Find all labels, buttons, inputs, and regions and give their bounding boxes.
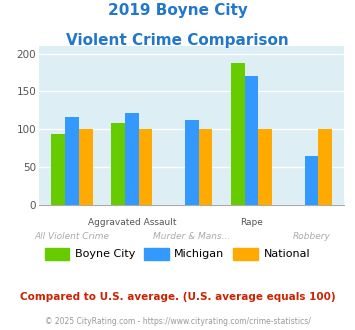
Bar bbox=[125, 113, 139, 205]
Text: Rape: Rape bbox=[240, 218, 263, 227]
Text: Violent Crime Comparison: Violent Crime Comparison bbox=[66, 33, 289, 48]
Bar bbox=[79, 129, 93, 205]
Text: © 2025 CityRating.com - https://www.cityrating.com/crime-statistics/: © 2025 CityRating.com - https://www.city… bbox=[45, 317, 310, 326]
Text: Compared to U.S. average. (U.S. average equals 100): Compared to U.S. average. (U.S. average … bbox=[20, 292, 335, 302]
Text: Robbery: Robbery bbox=[293, 232, 331, 241]
Bar bbox=[318, 129, 332, 205]
Text: All Violent Crime: All Violent Crime bbox=[34, 232, 109, 241]
Bar bbox=[51, 134, 65, 205]
Bar bbox=[258, 129, 272, 205]
Bar bbox=[111, 123, 125, 205]
Bar bbox=[245, 76, 258, 205]
Bar bbox=[139, 129, 153, 205]
Text: 2019 Boyne City: 2019 Boyne City bbox=[108, 3, 247, 18]
Bar bbox=[231, 63, 245, 205]
Legend: Boyne City, Michigan, National: Boyne City, Michigan, National bbox=[40, 243, 315, 264]
Bar bbox=[198, 129, 212, 205]
Bar bbox=[305, 155, 318, 205]
Bar bbox=[65, 117, 79, 205]
Bar bbox=[185, 120, 198, 205]
Text: Aggravated Assault: Aggravated Assault bbox=[88, 218, 176, 227]
Text: Murder & Mans...: Murder & Mans... bbox=[153, 232, 230, 241]
